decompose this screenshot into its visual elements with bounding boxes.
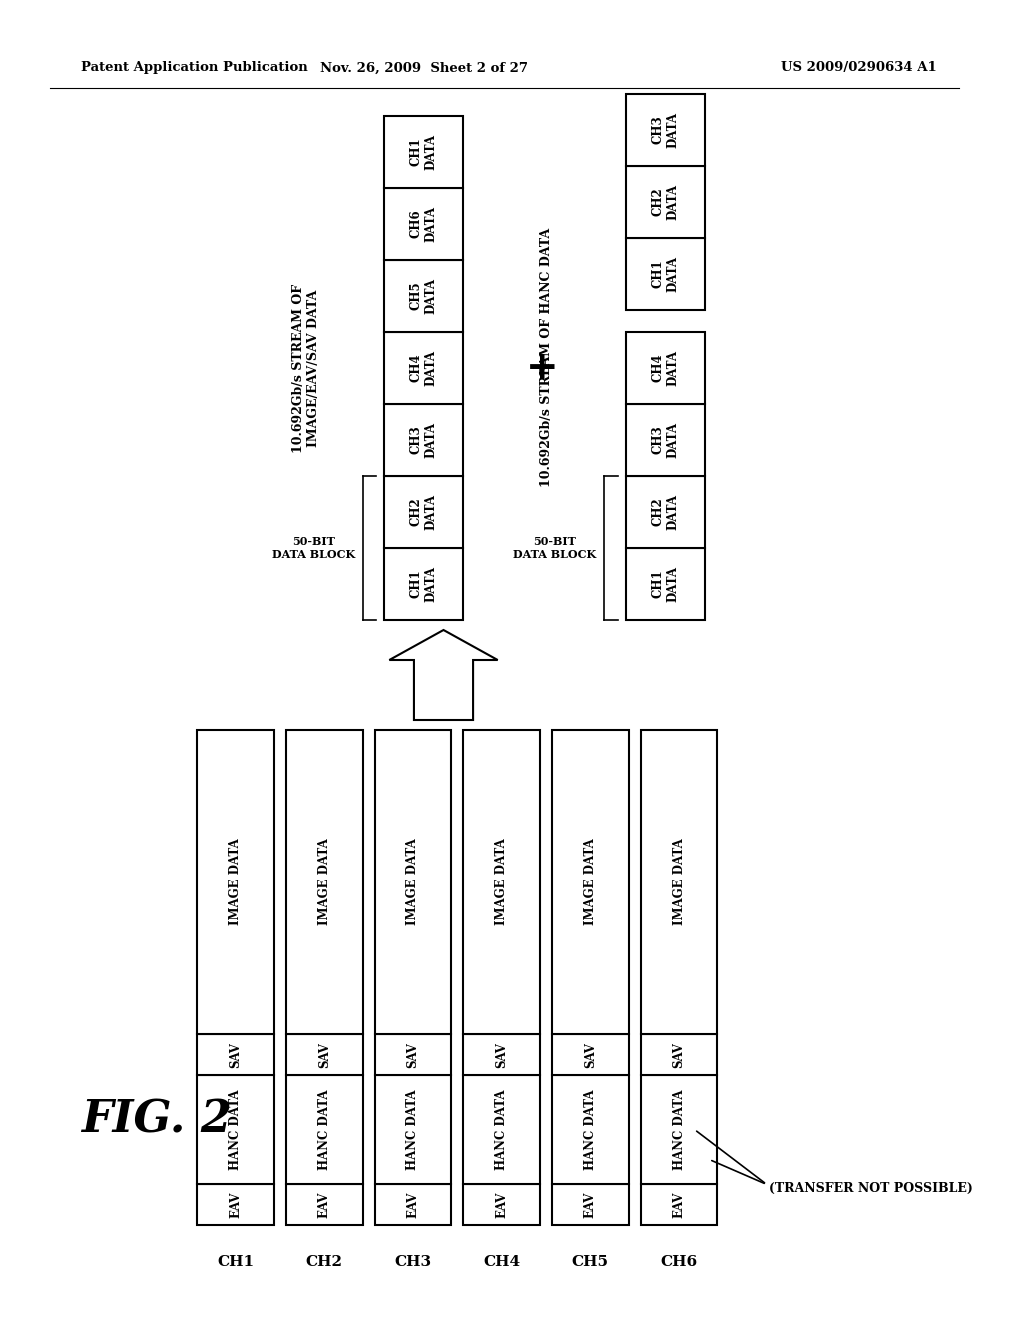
Bar (384, 404, 463, 477)
Text: CH3
DATA: CH3 DATA (651, 112, 679, 148)
Text: EAV: EAV (673, 1191, 685, 1217)
Bar (375, 1184, 452, 1225)
Text: IMAGE DATA: IMAGE DATA (407, 838, 420, 925)
Bar (375, 1034, 452, 1076)
Text: CH2
DATA: CH2 DATA (651, 183, 679, 220)
Text: HANC DATA: HANC DATA (496, 1089, 508, 1170)
Text: CH2: CH2 (306, 1255, 343, 1269)
Text: HANC DATA: HANC DATA (229, 1089, 242, 1170)
Bar (626, 238, 705, 310)
Text: IMAGE DATA: IMAGE DATA (673, 838, 685, 925)
Text: IMAGE DATA: IMAGE DATA (496, 838, 508, 925)
Text: HANC DATA: HANC DATA (584, 1089, 597, 1170)
Text: EAV: EAV (584, 1191, 597, 1217)
Text: IMAGE DATA: IMAGE DATA (317, 838, 331, 925)
Bar (552, 1076, 629, 1184)
Polygon shape (389, 630, 498, 719)
Text: US 2009/0290634 A1: US 2009/0290634 A1 (780, 62, 936, 74)
Bar (552, 730, 629, 1034)
Bar (384, 548, 463, 620)
Bar (197, 730, 274, 1034)
Text: CH1
DATA: CH1 DATA (651, 566, 679, 602)
Bar (641, 730, 718, 1034)
Text: CH6: CH6 (660, 1255, 697, 1269)
Text: 10.692Gb/s STREAM OF HANC DATA: 10.692Gb/s STREAM OF HANC DATA (541, 227, 554, 487)
Bar (626, 404, 705, 477)
Bar (626, 477, 705, 548)
Bar (384, 260, 463, 333)
Text: CH1: CH1 (217, 1255, 254, 1269)
Text: IMAGE DATA: IMAGE DATA (229, 838, 242, 925)
Bar (197, 1076, 274, 1184)
Bar (626, 333, 705, 404)
Bar (384, 333, 463, 404)
Text: SAV: SAV (496, 1041, 508, 1068)
Text: HANC DATA: HANC DATA (317, 1089, 331, 1170)
Bar (375, 730, 452, 1034)
Bar (626, 166, 705, 238)
Text: Patent Application Publication: Patent Application Publication (81, 62, 307, 74)
Text: CH1
DATA: CH1 DATA (410, 135, 438, 170)
Text: (TRANSFER NOT POSSIBLE): (TRANSFER NOT POSSIBLE) (769, 1181, 973, 1195)
Text: CH5
DATA: CH5 DATA (410, 279, 438, 314)
Bar (286, 1184, 362, 1225)
Bar (286, 1076, 362, 1184)
Text: CH4
DATA: CH4 DATA (410, 350, 438, 385)
Text: EAV: EAV (317, 1191, 331, 1217)
Text: SAV: SAV (229, 1041, 242, 1068)
Bar (626, 548, 705, 620)
Text: IMAGE DATA: IMAGE DATA (584, 838, 597, 925)
Text: CH6
DATA: CH6 DATA (410, 206, 438, 242)
Text: EAV: EAV (496, 1191, 508, 1217)
Bar (641, 1034, 718, 1076)
Bar (552, 1034, 629, 1076)
Text: +: + (525, 348, 558, 387)
Bar (197, 1184, 274, 1225)
Bar (463, 730, 540, 1034)
Bar (286, 1034, 362, 1076)
Text: CH3: CH3 (394, 1255, 431, 1269)
Text: SAV: SAV (584, 1041, 597, 1068)
Text: FIG. 2: FIG. 2 (81, 1098, 231, 1142)
Text: CH4
DATA: CH4 DATA (651, 350, 679, 385)
Bar (197, 1034, 274, 1076)
Bar (375, 1076, 452, 1184)
Text: CH2
DATA: CH2 DATA (651, 494, 679, 531)
Text: CH5: CH5 (571, 1255, 609, 1269)
Text: CH1
DATA: CH1 DATA (651, 256, 679, 292)
Text: 50-BIT
DATA BLOCK: 50-BIT DATA BLOCK (271, 536, 354, 560)
Bar (641, 1184, 718, 1225)
Text: CH3
DATA: CH3 DATA (651, 422, 679, 458)
Text: SAV: SAV (407, 1041, 420, 1068)
Bar (463, 1034, 540, 1076)
Text: 50-BIT
DATA BLOCK: 50-BIT DATA BLOCK (513, 536, 596, 560)
Text: EAV: EAV (229, 1191, 242, 1217)
Bar (384, 116, 463, 187)
Text: CH1
DATA: CH1 DATA (410, 566, 438, 602)
Text: EAV: EAV (407, 1191, 420, 1217)
Bar (552, 1184, 629, 1225)
Text: 10.692Gb/s STREAM OF
IMAGE/EAV/SAV DATA: 10.692Gb/s STREAM OF IMAGE/EAV/SAV DATA (292, 284, 319, 453)
Text: CH4: CH4 (483, 1255, 520, 1269)
Text: SAV: SAV (673, 1041, 685, 1068)
Bar (384, 477, 463, 548)
Text: CH2
DATA: CH2 DATA (410, 494, 438, 531)
Bar (286, 730, 362, 1034)
Bar (641, 1076, 718, 1184)
Text: HANC DATA: HANC DATA (407, 1089, 420, 1170)
Bar (463, 1184, 540, 1225)
Bar (626, 94, 705, 166)
Text: SAV: SAV (317, 1041, 331, 1068)
Bar (384, 187, 463, 260)
Text: CH3
DATA: CH3 DATA (410, 422, 438, 458)
Text: Nov. 26, 2009  Sheet 2 of 27: Nov. 26, 2009 Sheet 2 of 27 (319, 62, 527, 74)
Bar (463, 1076, 540, 1184)
Text: HANC DATA: HANC DATA (673, 1089, 685, 1170)
